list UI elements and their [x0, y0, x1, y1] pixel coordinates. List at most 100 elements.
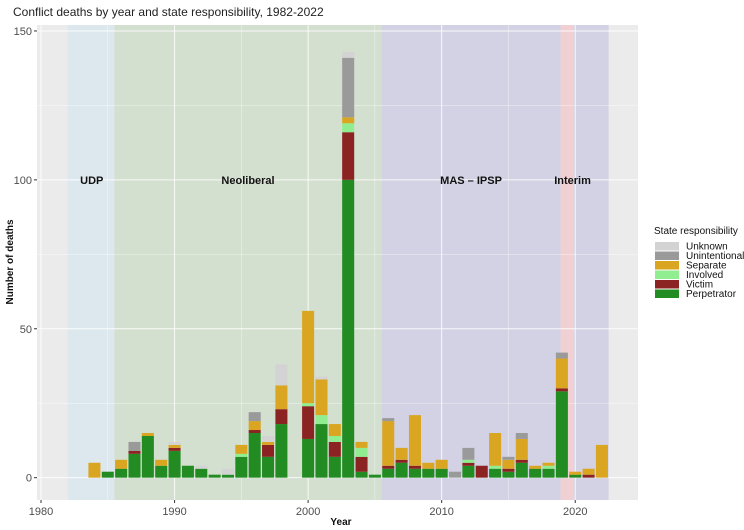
bar-2015-perpetrator [502, 471, 515, 478]
era-label-udp: UDP [80, 175, 103, 187]
bar-2016-perpetrator [515, 462, 528, 478]
bar-2003-separate [342, 117, 355, 124]
legend: State responsibility UnknownUnintentiona… [654, 226, 744, 300]
bar-1986-perpetrator [115, 468, 128, 478]
bar-1993-perpetrator [208, 474, 221, 478]
bar-2018-perpetrator [542, 468, 555, 478]
bar-1992-perpetrator [195, 468, 208, 478]
bar-1992-unknown [195, 465, 208, 469]
bar-2008-separate [408, 415, 421, 466]
bar-2008-victim [408, 465, 421, 469]
y-tick-label: 100 [14, 175, 32, 187]
legend-label-unintentional: Unintentional [686, 251, 744, 262]
bar-2006-victim [382, 465, 395, 469]
bar-1987-perpetrator [128, 453, 141, 478]
bar-2017-perpetrator [529, 468, 542, 478]
bar-2006-unintentional [382, 418, 395, 422]
bar-2004-perpetrator [355, 471, 368, 478]
bar-2007-victim [395, 459, 408, 463]
y-tick-label: 0 [26, 473, 32, 485]
bar-1990-unknown [168, 441, 181, 445]
bar-2007-separate [395, 447, 408, 460]
legend-swatch-unintentional [655, 251, 679, 260]
era-label-mas-ipsp: MAS – IPSP [440, 175, 502, 187]
bar-2017-separate [529, 465, 542, 469]
bar-1998-separate [275, 385, 288, 410]
bar-2009-separate [422, 462, 435, 469]
legend-swatch-unknown [655, 242, 679, 251]
bar-2006-perpetrator [382, 468, 395, 478]
bar-2009-perpetrator [422, 468, 435, 478]
x-tick-label: 2000 [296, 506, 320, 518]
bar-2018-involved [542, 465, 555, 469]
bar-2001-unknown [315, 376, 328, 380]
bar-1985-perpetrator [101, 471, 114, 478]
bar-2020-separate [569, 471, 582, 475]
era-label-interim: Interim [554, 175, 591, 187]
bar-2002-perpetrator [328, 456, 341, 478]
bar-1997-perpetrator [262, 456, 275, 478]
bar-1996-victim [248, 430, 261, 433]
legend-swatch-victim [655, 280, 679, 289]
bar-2018-separate [542, 462, 555, 466]
bar-1990-perpetrator [168, 450, 181, 478]
x-tick-label: 1980 [29, 506, 53, 518]
y-axis-title: Number of deaths [5, 219, 16, 304]
bar-2003-unknown [342, 51, 355, 58]
bar-2001-involved [315, 415, 328, 425]
legend-swatch-separate [655, 261, 679, 270]
bar-1988-separate [141, 432, 154, 436]
bar-2006-separate [382, 421, 395, 466]
bar-2014-involved [489, 465, 502, 469]
era-region-neoliberal [114, 25, 382, 500]
bar-1997-separate [262, 441, 275, 445]
bar-2016-victim [515, 459, 528, 463]
x-tick-label: 1990 [162, 506, 186, 518]
bar-1987-victim [128, 450, 141, 454]
bar-1996-separate [248, 421, 261, 431]
bar-2012-victim [462, 462, 475, 466]
bar-2019-separate [555, 358, 568, 389]
bar-2020-perpetrator [569, 474, 582, 478]
bar-2004-separate [355, 441, 368, 448]
bar-2008-perpetrator [408, 468, 421, 478]
legend-label-unknown: Unknown [686, 242, 728, 253]
bar-2010-separate [435, 459, 448, 469]
x-tick-label: 2020 [563, 506, 587, 518]
x-tick-label: 2010 [429, 506, 453, 518]
legend-title: State responsibility [654, 226, 738, 237]
bar-1991-perpetrator [181, 465, 194, 478]
bar-1994-unknown [221, 468, 234, 475]
legend-label-perpetrator: Perpetrator [686, 289, 737, 300]
bar-2021-separate [582, 468, 595, 475]
bar-1989-perpetrator [155, 465, 168, 478]
bar-2001-perpetrator [315, 424, 328, 478]
legend-label-involved: Involved [686, 270, 723, 281]
bar-2016-unintentional [515, 432, 528, 439]
chart-title: Conflict deaths by year and state respon… [13, 5, 324, 19]
era-label-neoliberal: Neoliberal [221, 175, 274, 187]
bar-1984-separate [88, 462, 101, 478]
bar-1990-victim [168, 447, 181, 451]
bars [88, 51, 608, 478]
bar-2000-victim [302, 406, 315, 439]
bar-2015-victim [502, 468, 515, 472]
y-axis: 0 50 100 150 [14, 26, 37, 485]
bar-2001-separate [315, 379, 328, 416]
bar-2003-involved [342, 123, 355, 133]
bar-1994-perpetrator [221, 474, 234, 478]
bar-2000-involved [302, 403, 315, 407]
bar-2002-separate [328, 424, 341, 436]
bar-1995-involved [235, 453, 248, 457]
legend-swatch-perpetrator [655, 289, 679, 298]
legend-swatch-involved [655, 270, 679, 279]
bar-1996-unintentional [248, 412, 261, 422]
x-axis-title: Year [330, 517, 351, 528]
bar-2016-separate [515, 438, 528, 460]
bar-1990-separate [168, 444, 181, 448]
bar-2005-perpetrator [368, 474, 381, 478]
bar-2019-victim [555, 388, 568, 392]
bar-1997-unknown [262, 435, 275, 442]
bar-1988-perpetrator [141, 435, 154, 478]
bar-2002-victim [328, 441, 341, 457]
